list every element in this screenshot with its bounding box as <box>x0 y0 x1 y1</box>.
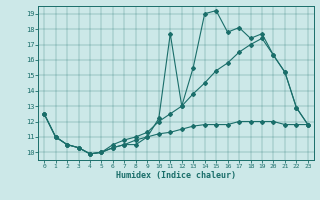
X-axis label: Humidex (Indice chaleur): Humidex (Indice chaleur) <box>116 171 236 180</box>
